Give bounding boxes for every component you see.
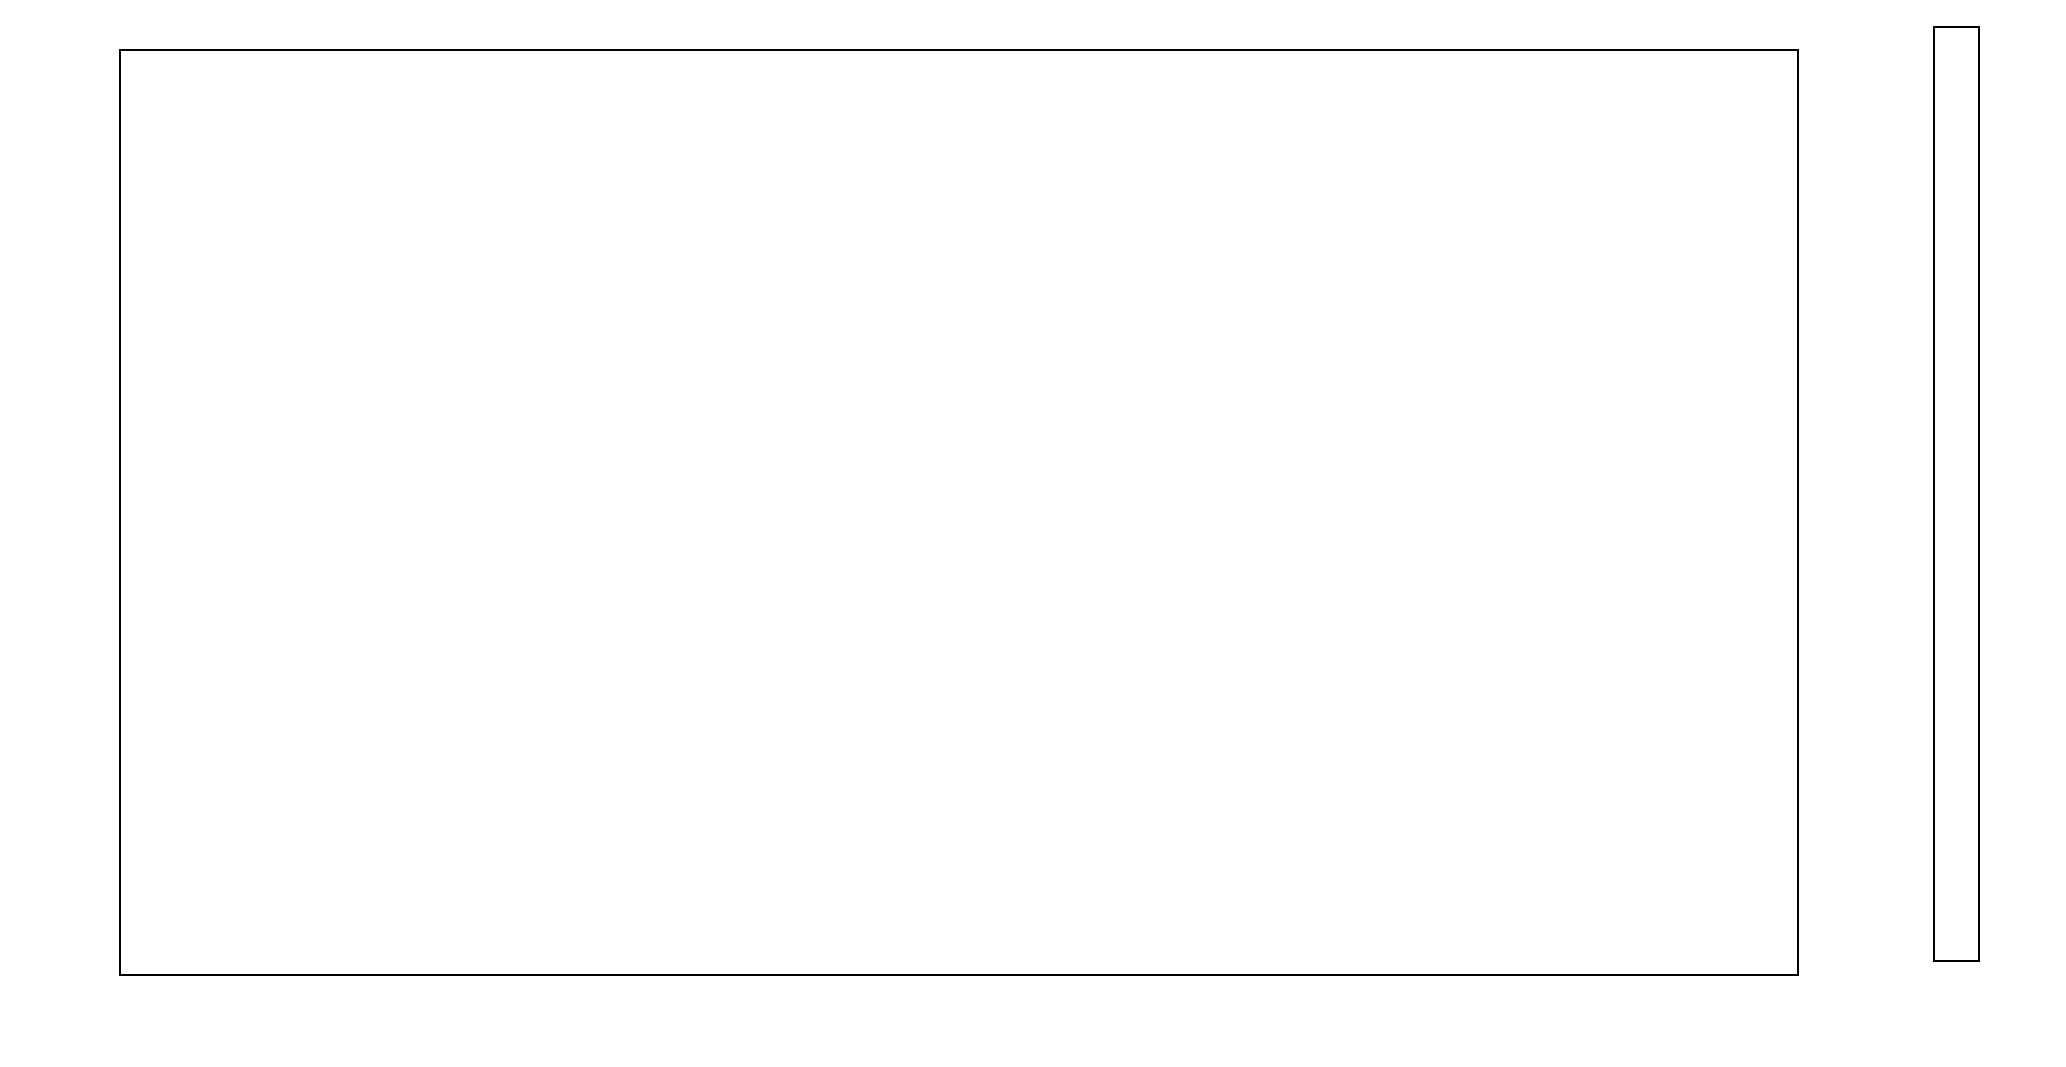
- colorbar: [1933, 26, 1980, 962]
- colorbar-canvas: [1935, 28, 1978, 960]
- spectrogram-canvas: [121, 51, 1797, 974]
- plot-area: [119, 49, 1799, 976]
